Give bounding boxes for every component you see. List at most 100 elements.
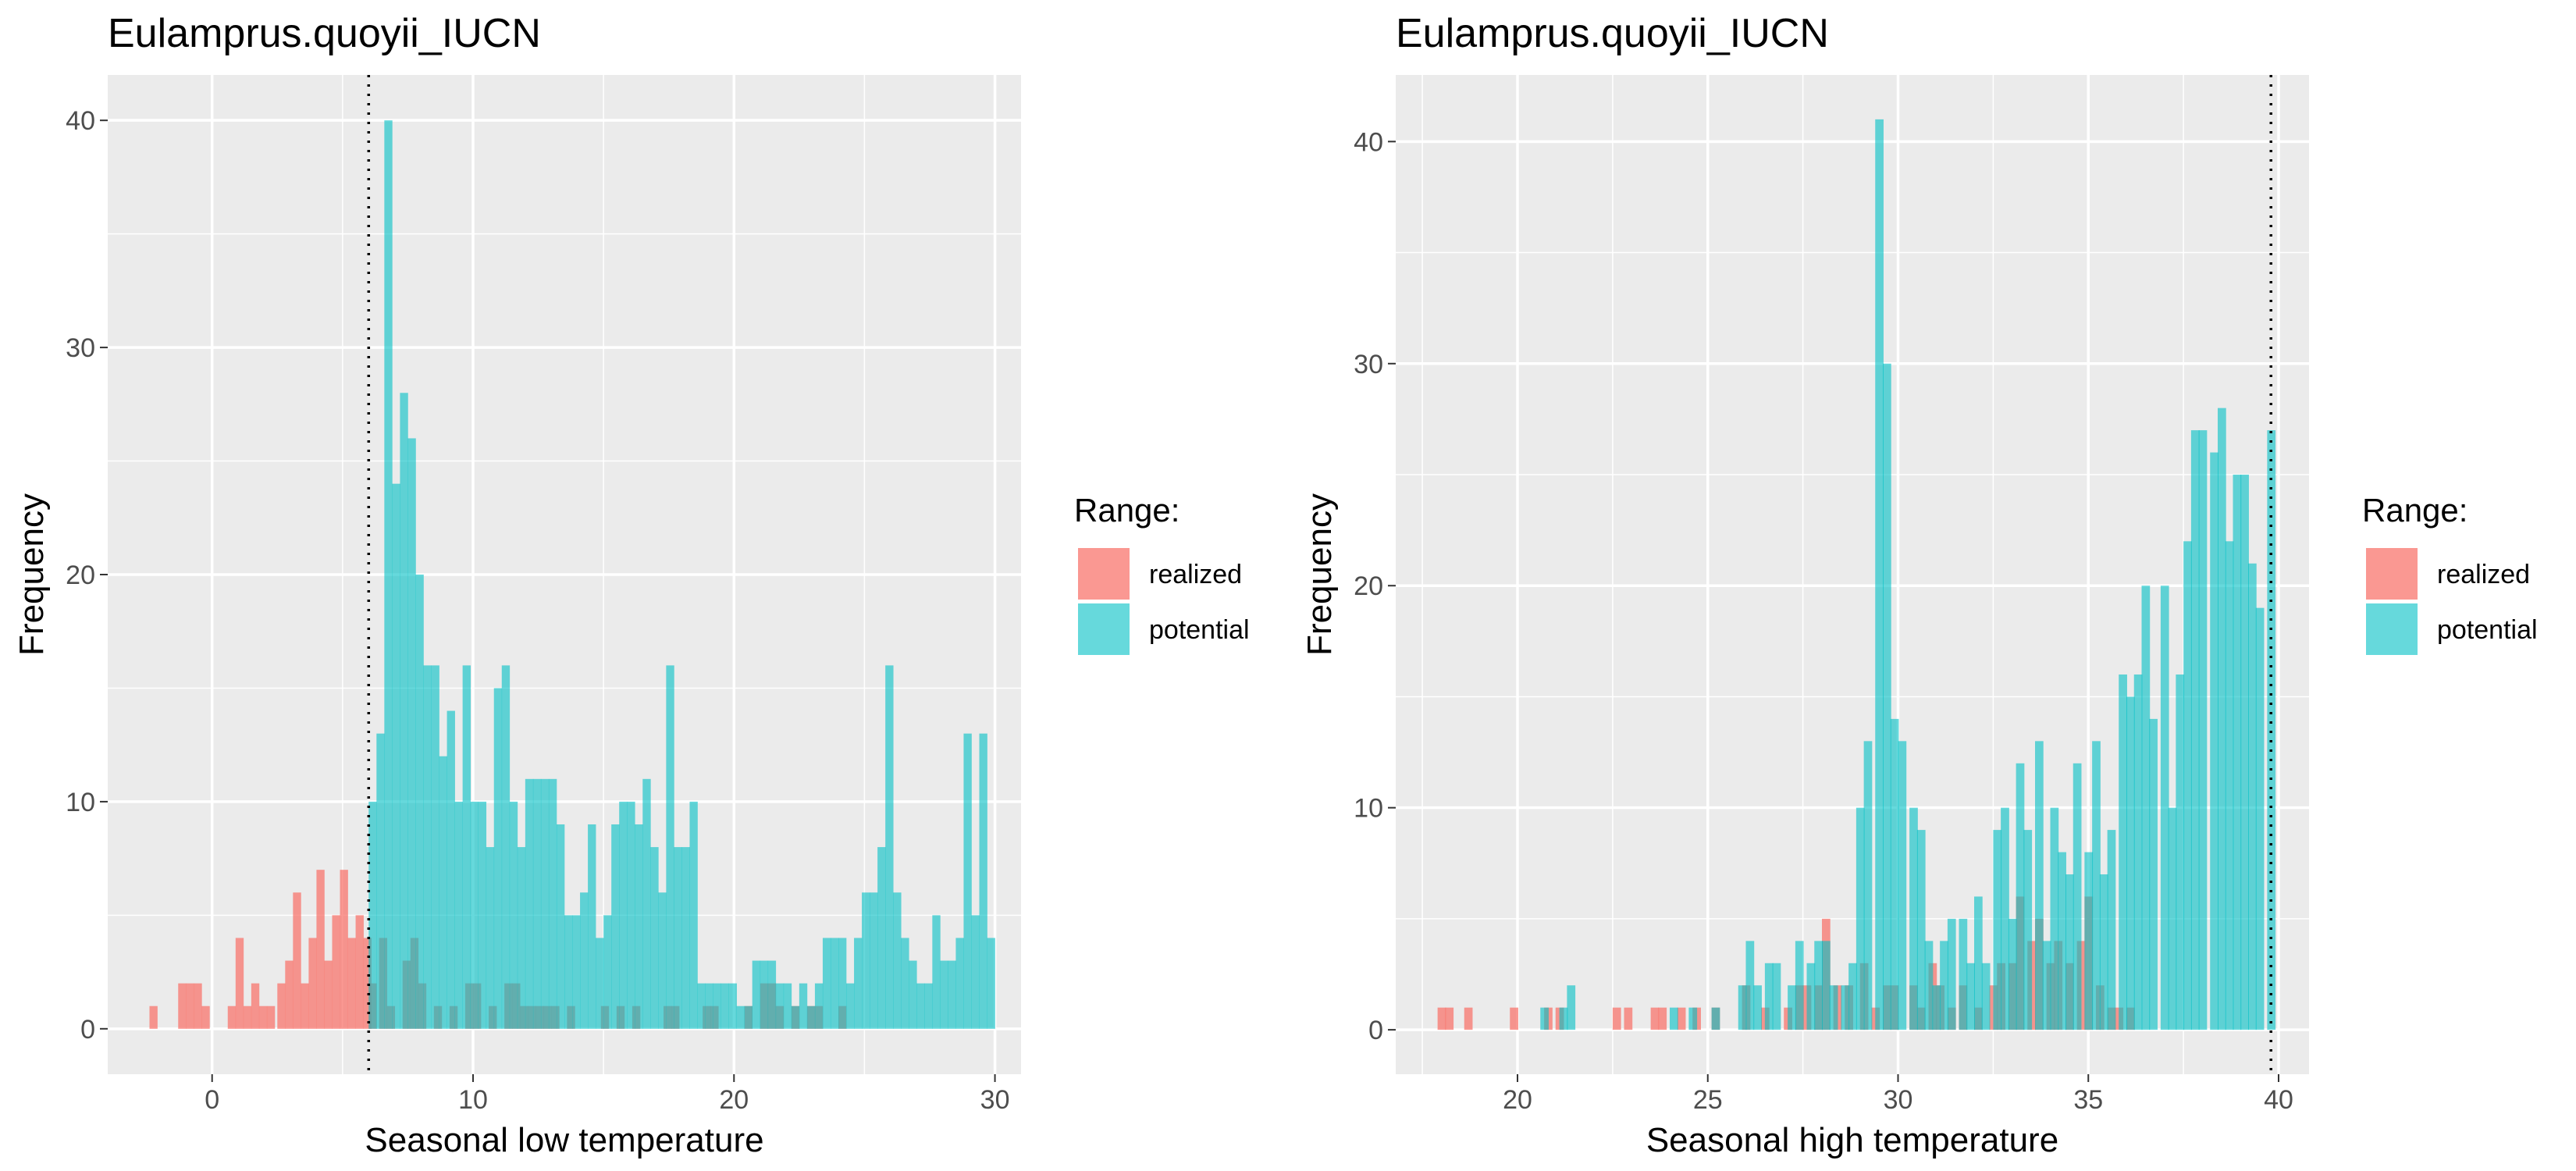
histogram-bar-potential (862, 892, 870, 1029)
histogram-bar-potential (681, 847, 690, 1029)
histogram-bar-potential (814, 983, 824, 1029)
histogram-bar-potential (752, 960, 761, 1029)
histogram-bar-potential (368, 801, 377, 1029)
histogram-bar-potential (932, 915, 941, 1029)
histogram-bar-potential (642, 778, 651, 1029)
histogram-bar-potential (2001, 807, 2009, 1030)
histogram-bar-potential (1974, 896, 1983, 1030)
x-tick-label: 35 (2073, 1085, 2103, 1115)
histogram-bar-potential (822, 938, 831, 1029)
histogram-bar-potential (870, 892, 878, 1029)
legend: Range: realized potential (1074, 492, 1250, 655)
histogram-bar-potential (2035, 741, 2044, 1030)
y-tick-label: 40 (1354, 127, 1383, 157)
histogram-bar-potential (407, 438, 416, 1029)
histogram-bar-potential (486, 847, 495, 1029)
histogram-bar-potential (666, 665, 674, 1029)
chart-panel-high-temperature: Eulamprus.quoyii_IUCN 0 10 20 30 40 20 25 30 35… (1288, 0, 2576, 1171)
histogram-bar-potential (1559, 1007, 1568, 1030)
histogram-bar-potential (2065, 874, 2074, 1030)
histogram-bar-potential (1959, 918, 1968, 1030)
x-axis-title: Seasonal low temperature (365, 1121, 763, 1159)
histogram-bar-potential (2016, 763, 2025, 1030)
x-tick-label: 20 (1503, 1085, 1532, 1115)
histogram-bar-potential (548, 778, 557, 1029)
histogram-bar-potential (1711, 1007, 1720, 1030)
histogram-bar-potential (697, 983, 706, 1029)
histogram-bar-potential (603, 915, 612, 1029)
histogram-bar-realized (293, 892, 301, 1029)
x-tick-label: 20 (719, 1085, 749, 1115)
histogram-bar-potential (2255, 607, 2265, 1030)
histogram-bar-potential (2008, 918, 2017, 1030)
x-tick-label: 0 (205, 1085, 219, 1115)
histogram-bar-realized (316, 870, 325, 1029)
legend-title: Range: (1074, 492, 1179, 529)
histogram-bar-potential (689, 801, 698, 1029)
y-tick-label: 30 (66, 333, 95, 363)
legend: Range: realized potential (2362, 492, 2538, 655)
histogram-bar-potential (830, 938, 839, 1029)
histogram-bar-potential (1841, 985, 1850, 1030)
histogram-bar-potential (2119, 674, 2127, 1030)
histogram-bar-potential (940, 960, 948, 1029)
histogram-bar-potential (705, 983, 713, 1029)
histogram-bar-potential (2248, 563, 2257, 1030)
histogram-bar-potential (627, 801, 635, 1029)
y-axis: 0 10 20 30 40 (66, 106, 108, 1045)
histogram-bar-realized (258, 1005, 268, 1029)
histogram-bar-realized (308, 938, 317, 1029)
histogram-bar-potential (447, 710, 455, 1029)
histogram-bar-potential (767, 960, 777, 1029)
histogram-bar-realized (332, 915, 340, 1029)
histogram-bar-potential (384, 120, 393, 1029)
histogram-bar-realized (1445, 1007, 1454, 1030)
x-tick-label: 40 (2264, 1085, 2293, 1115)
histogram-bar-potential (2023, 830, 2033, 1030)
x-tick-label: 30 (1884, 1085, 1913, 1115)
histogram-bar-potential (439, 756, 447, 1029)
histogram-bar-potential (846, 983, 855, 1029)
histogram-bar-realized (324, 960, 333, 1029)
histogram-bar-potential (2141, 586, 2151, 1030)
histogram-bar-potential (423, 665, 432, 1029)
chart-panel-low-temperature: Eulamprus.quoyii_IUCN 0 10 20 30 40 0 10 20 30 … (12, 11, 1250, 1159)
histogram-bar-potential (1909, 807, 1918, 1030)
histogram-bar-potential (885, 665, 894, 1029)
histogram-bar-realized (178, 983, 187, 1029)
histogram-bar-potential (376, 733, 385, 1029)
histogram-bar-potential (2198, 430, 2208, 1030)
histogram-bar-potential (1848, 963, 1857, 1030)
histogram-bar-potential (1924, 941, 1934, 1030)
legend-label-potential: potential (2437, 615, 2538, 645)
histogram-bar-potential (909, 960, 917, 1029)
histogram-bar-potential (2058, 852, 2066, 1030)
histogram-bar-potential (1688, 1007, 1698, 1030)
y-tick-label: 0 (1368, 1016, 1383, 1045)
legend-label-potential: potential (1149, 615, 1250, 645)
gridlines (108, 75, 1021, 1074)
histogram-bar-realized (1650, 1007, 1660, 1030)
histogram-bar-potential (611, 824, 620, 1029)
histogram-bar-potential (948, 960, 956, 1029)
histogram-bar-potential (1806, 963, 1816, 1030)
histogram-bar-potential (556, 824, 565, 1029)
histogram-bar-potential (2050, 807, 2059, 1030)
histogram-bar-potential (2233, 475, 2242, 1030)
histogram-bar-potential (1772, 963, 1781, 1030)
histogram-bar-potential (955, 938, 964, 1029)
histogram-bar-potential (1753, 985, 1762, 1030)
histogram-bar-realized (194, 983, 202, 1029)
histogram-bar-potential (2225, 541, 2234, 1030)
histogram-bar-potential (2267, 430, 2276, 1030)
histogram-bar-potential (1814, 941, 1823, 1030)
histogram-bar-realized (1658, 1007, 1667, 1030)
histogram-bar-potential (2092, 741, 2101, 1030)
histogram-bar-potential (1738, 985, 1747, 1030)
histogram-bar-realized (1677, 1007, 1686, 1030)
histogram-bar-potential (760, 960, 769, 1029)
bars-potential (1540, 119, 2276, 1030)
y-axis-title: Frequency (1300, 493, 1339, 656)
histogram-bar-realized (340, 870, 348, 1029)
